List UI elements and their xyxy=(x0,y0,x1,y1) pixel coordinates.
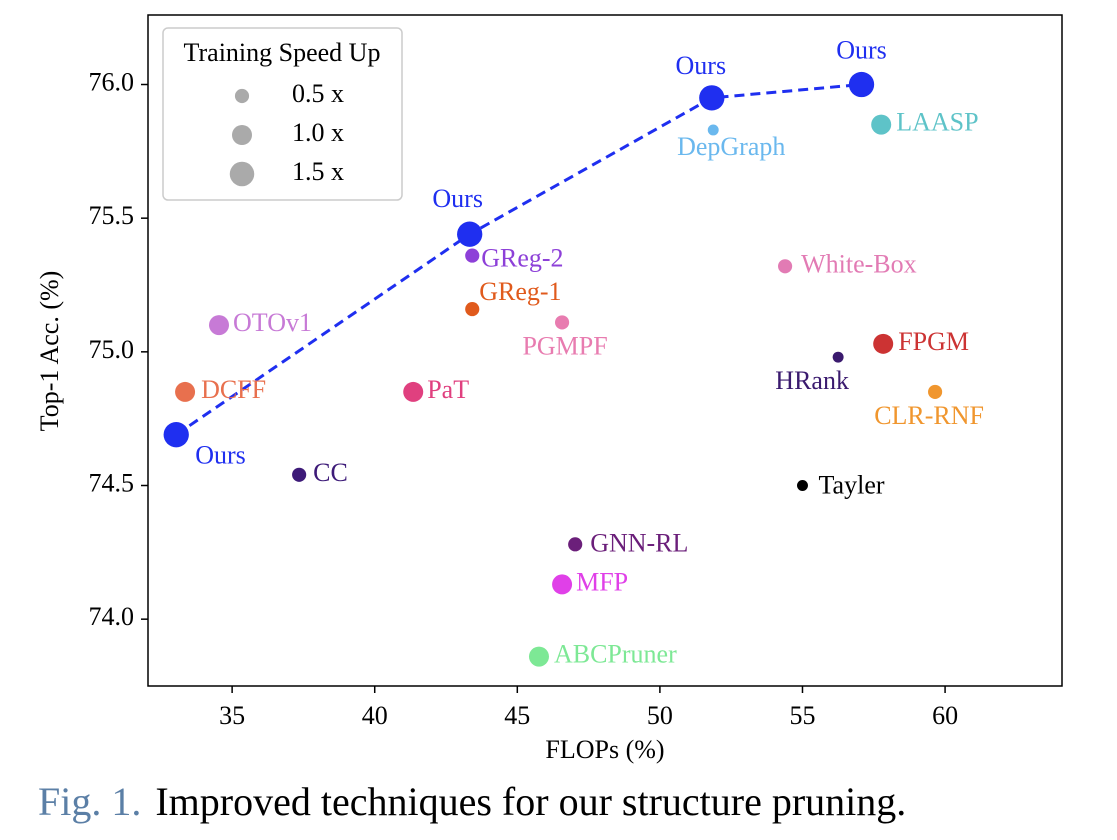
ours-point xyxy=(457,221,483,247)
method-point xyxy=(209,315,230,336)
method-point xyxy=(928,384,943,400)
method-point xyxy=(465,301,480,317)
ours-label: Ours xyxy=(836,35,887,64)
caption: Fig. 1. Improved techniques for our struc… xyxy=(38,779,906,824)
ours-label: Ours xyxy=(432,184,483,213)
method-point xyxy=(707,124,719,136)
method-point xyxy=(778,259,793,274)
method-point xyxy=(832,351,844,363)
method-point xyxy=(175,381,196,402)
x-tick-label: 45 xyxy=(504,701,530,730)
ours-point xyxy=(163,422,189,448)
y-tick-label: 75.0 xyxy=(89,335,135,364)
legend-marker xyxy=(232,125,252,145)
legend-box xyxy=(162,27,403,201)
y-tick-label: 76.0 xyxy=(89,67,135,96)
x-tick-label: 40 xyxy=(362,701,388,730)
method-label: GNN-RL xyxy=(590,528,688,557)
x-tick-label: 60 xyxy=(932,701,958,730)
method-point xyxy=(871,114,892,135)
method-point xyxy=(528,646,549,667)
method-point xyxy=(873,333,894,354)
ours-line xyxy=(175,83,862,436)
legend-marker xyxy=(234,88,250,104)
y-axis-label: Top-1 Acc. (%) xyxy=(35,271,64,432)
ours-label: Ours xyxy=(676,51,727,80)
method-label: HRank xyxy=(775,366,849,395)
method-point xyxy=(797,480,808,491)
plot-frame xyxy=(147,14,1063,687)
method-point xyxy=(552,574,573,595)
ours-label: Ours xyxy=(195,441,246,470)
method-label: LAASP xyxy=(896,108,978,137)
x-tick-label: 35 xyxy=(219,701,245,730)
method-label: DepGraph xyxy=(677,132,785,161)
method-label: GReg-2 xyxy=(481,244,563,273)
method-point xyxy=(403,381,424,402)
method-label: OTOv1 xyxy=(233,308,312,337)
method-point xyxy=(568,537,583,552)
ours-point xyxy=(848,71,875,98)
y-tick-label: 74.0 xyxy=(89,602,135,631)
method-point xyxy=(465,248,480,263)
method-label: GReg-1 xyxy=(479,277,561,306)
legend-title: Training Speed Up xyxy=(184,38,381,67)
ours-point xyxy=(699,85,725,111)
y-tick-label: 75.5 xyxy=(89,201,135,230)
method-label: CC xyxy=(313,458,348,487)
method-label: FPGM xyxy=(898,327,969,356)
x-tick-label: 55 xyxy=(789,701,815,730)
legend-label: 1.5 x xyxy=(292,157,344,186)
x-axis-label: FLOPs (%) xyxy=(545,735,664,764)
caption-label: Fig. 1. xyxy=(38,779,141,824)
x-tick-label: 50 xyxy=(647,701,673,730)
caption-text: Improved techniques for our structure pr… xyxy=(155,779,906,824)
method-label: PGMPF xyxy=(522,331,607,360)
method-label: MFP xyxy=(576,567,628,596)
legend-label: 0.5 x xyxy=(292,79,344,108)
method-point xyxy=(292,467,307,482)
method-label: Tayler xyxy=(818,470,884,499)
legend-label: 1.0 x xyxy=(292,118,344,147)
method-point xyxy=(555,315,570,330)
legend-marker xyxy=(229,161,255,187)
method-label: White-Box xyxy=(801,249,917,278)
method-label: ABCPruner xyxy=(554,640,677,669)
y-tick-label: 74.5 xyxy=(89,468,135,497)
method-label: PaT xyxy=(427,375,469,404)
method-label: CLR-RNF xyxy=(874,401,984,430)
method-label: DCFF xyxy=(201,375,266,404)
